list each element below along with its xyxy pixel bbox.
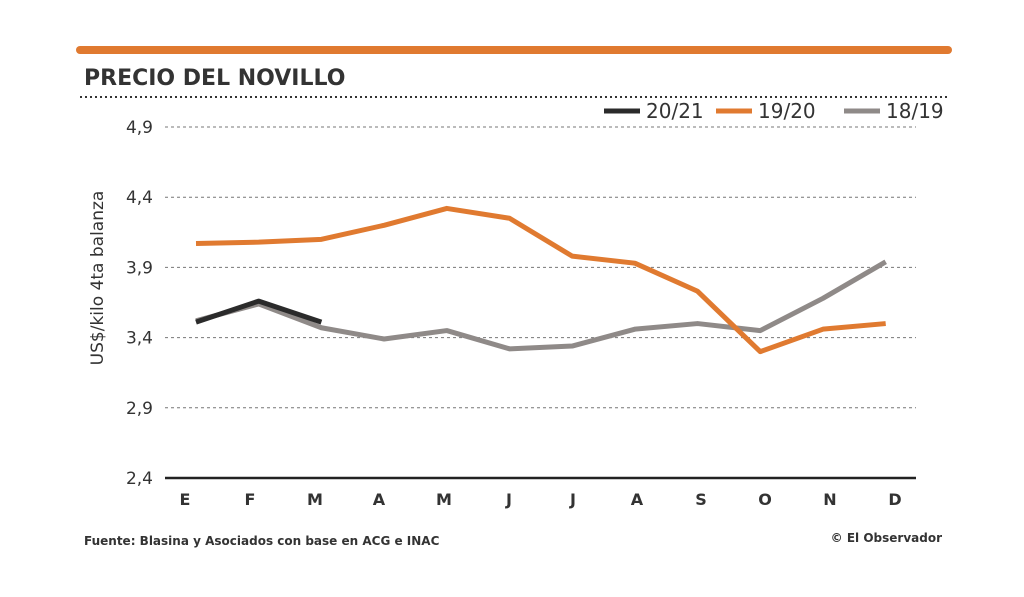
accent-bar	[76, 46, 952, 54]
x-tick-label: E	[180, 490, 191, 509]
credit-text: © El Observador	[831, 531, 942, 545]
series-line-20-21	[195, 298, 323, 325]
legend-label: 20/21	[646, 99, 704, 123]
y-tick-label: 3,4	[126, 329, 153, 349]
x-tick-label: J	[505, 490, 512, 509]
x-tick-label: N	[823, 490, 836, 509]
x-tick-label: O	[758, 490, 772, 509]
x-tick-label: M	[307, 490, 323, 509]
x-tick-label: D	[888, 490, 901, 509]
x-tick-label: S	[695, 490, 707, 509]
y-tick-label: 2,9	[126, 399, 153, 419]
chart-title: PRECIO DEL NOVILLO	[84, 66, 345, 91]
x-tick-label: M	[436, 490, 452, 509]
y-tick-label: 4,4	[126, 188, 153, 208]
y-tick-label: 2,4	[126, 469, 153, 489]
x-tick-label: A	[631, 490, 644, 509]
legend-label: 18/19	[886, 99, 944, 123]
series-line-18-19	[195, 259, 887, 352]
y-tick-label: 3,9	[126, 258, 153, 278]
series-line-19-20	[195, 205, 886, 355]
x-tick-label: J	[569, 490, 576, 509]
source-text: Fuente: Blasina y Asociados con base en …	[84, 534, 440, 548]
y-tick-label: 4,9	[126, 118, 153, 138]
x-tick-label: A	[373, 490, 386, 509]
y-axis-label: US$/kilo 4ta balanza	[88, 191, 108, 366]
x-tick-label: F	[245, 490, 256, 509]
legend-label: 19/20	[758, 99, 816, 123]
